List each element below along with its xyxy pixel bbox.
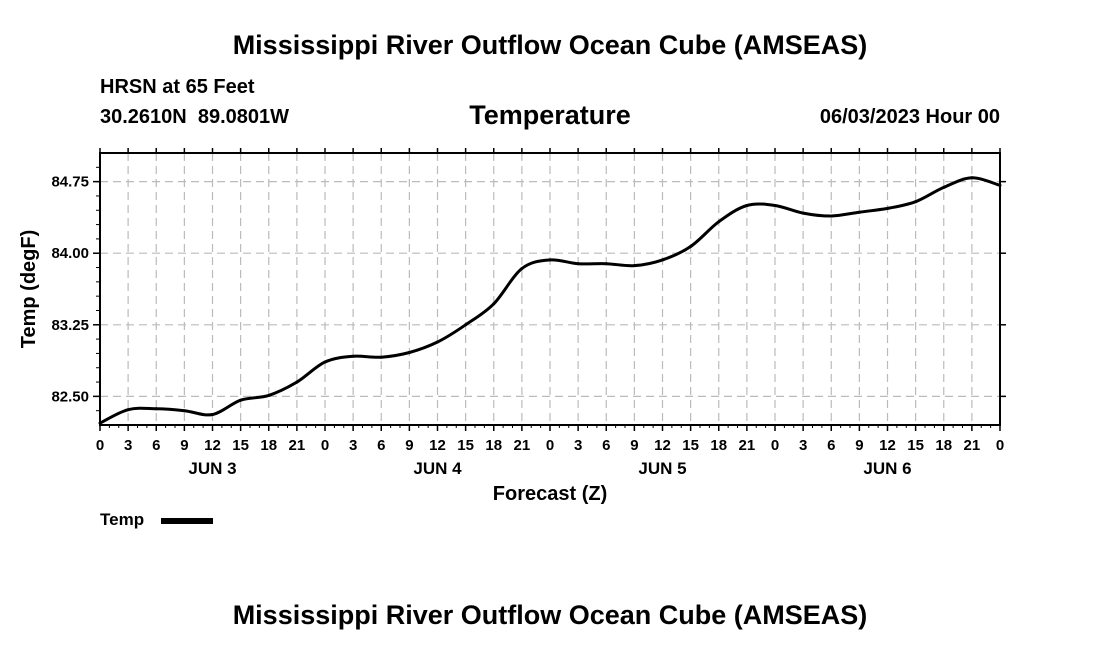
x-tick-label: 3 [349, 437, 357, 454]
temp-data-point [632, 264, 636, 268]
x-tick-label: 21 [739, 437, 756, 454]
x-tick-label: 0 [996, 437, 1004, 454]
x-tick-label: 15 [682, 437, 699, 454]
temp-data-point [351, 354, 355, 358]
x-tick-label: 15 [232, 437, 249, 454]
y-tick-label: 82.50 [51, 388, 89, 405]
temp-data-point [548, 258, 552, 262]
x-tick-label: 18 [935, 437, 952, 454]
x-tick-label: 12 [879, 437, 896, 454]
x-tick-label: 9 [630, 437, 638, 454]
temp-data-point [745, 204, 749, 207]
temp-data-point [239, 398, 243, 402]
grid-lines [100, 153, 1000, 425]
axis-labels: 0 3 6 9 12 15 18 21 0 3 6 9 12 15 18 21 0 3 6 9 12 15 18 21 0 3 6 9… [18, 174, 1004, 505]
x-tick-label: 15 [907, 437, 924, 454]
x-tick-label: 12 [204, 437, 221, 454]
x-tick-label: 6 [602, 437, 610, 454]
temp-data-point [689, 245, 693, 248]
x-tick-label: 0 [771, 437, 779, 454]
station-coords: 30.2610N 89.0801W [100, 106, 290, 128]
temp-data-point [801, 211, 805, 215]
forecast-datetime: 06/03/2023 Hour 00 [819, 106, 1000, 128]
main-title: Mississippi River Outflow Ocean Cube (AM… [232, 30, 868, 60]
temp-data-point [154, 407, 158, 411]
temp-data-point [661, 258, 664, 262]
y-tick-label: 84.00 [51, 245, 89, 262]
x-tick-label: 12 [654, 437, 671, 454]
x-tick-label: 3 [124, 437, 132, 454]
day-label: JUN 3 [188, 459, 236, 478]
temp-data-point [914, 200, 918, 204]
x-tick-label: 6 [377, 437, 385, 454]
x-tick-label: 18 [485, 437, 502, 454]
x-tick-label: 6 [827, 437, 835, 454]
x-axis-label: Forecast (Z) [493, 483, 607, 505]
x-tick-label: 3 [574, 437, 582, 454]
temp-data-point [379, 355, 383, 359]
temp-data-point [464, 323, 468, 327]
legend: Temp [100, 510, 213, 529]
footer-title: Mississippi River Outflow Ocean Cube (AM… [232, 600, 868, 630]
x-tick-label: 6 [152, 437, 160, 454]
temp-data-point [773, 204, 777, 207]
temp-data-point [295, 380, 299, 384]
temp-data-point [604, 262, 608, 266]
y-axis-label: Temp (degF) [18, 230, 40, 349]
x-tick-label: 21 [964, 437, 981, 454]
chart-title: Temperature [469, 100, 631, 130]
y-tick-label: 84.75 [51, 174, 89, 191]
temp-data-point [211, 413, 214, 416]
temp-data-point [436, 340, 439, 344]
temp-data-point [717, 220, 721, 224]
temp-data-point [857, 210, 861, 214]
x-tick-label: 21 [289, 437, 306, 454]
temp-data-point [492, 302, 496, 306]
x-tick-label: 9 [405, 437, 413, 454]
temp-data-point [829, 214, 833, 218]
temp-data-point [126, 408, 130, 412]
day-label: JUN 5 [638, 459, 686, 478]
temp-data-point [942, 185, 946, 189]
x-tick-label: 15 [457, 437, 474, 454]
x-tick-label: 12 [429, 437, 446, 454]
x-tick-label: 9 [180, 437, 188, 454]
temp-data-point [520, 267, 524, 270]
axis-ticks [93, 148, 1006, 431]
temp-data-point [182, 409, 186, 413]
temp-data-point [886, 206, 889, 210]
temp-data-point [407, 351, 411, 354]
legend-label: Temp [100, 510, 144, 529]
series-layer [98, 176, 1002, 425]
temp-data-point [576, 262, 580, 266]
x-tick-label: 9 [855, 437, 863, 454]
x-tick-label: 0 [96, 437, 104, 454]
x-tick-label: 3 [799, 437, 807, 454]
x-tick-label: 0 [321, 437, 329, 454]
y-tick-label: 83.25 [51, 317, 89, 334]
day-label: JUN 4 [413, 459, 462, 478]
x-tick-label: 21 [514, 437, 531, 454]
day-label: JUN 6 [863, 459, 911, 478]
temp-data-point [970, 176, 974, 180]
x-tick-label: 18 [710, 437, 727, 454]
temp-data-point [267, 393, 271, 397]
temp-data-point [323, 360, 327, 364]
station-label: HRSN at 65 Feet [100, 76, 255, 98]
x-tick-label: 18 [260, 437, 277, 454]
x-tick-label: 0 [546, 437, 554, 454]
